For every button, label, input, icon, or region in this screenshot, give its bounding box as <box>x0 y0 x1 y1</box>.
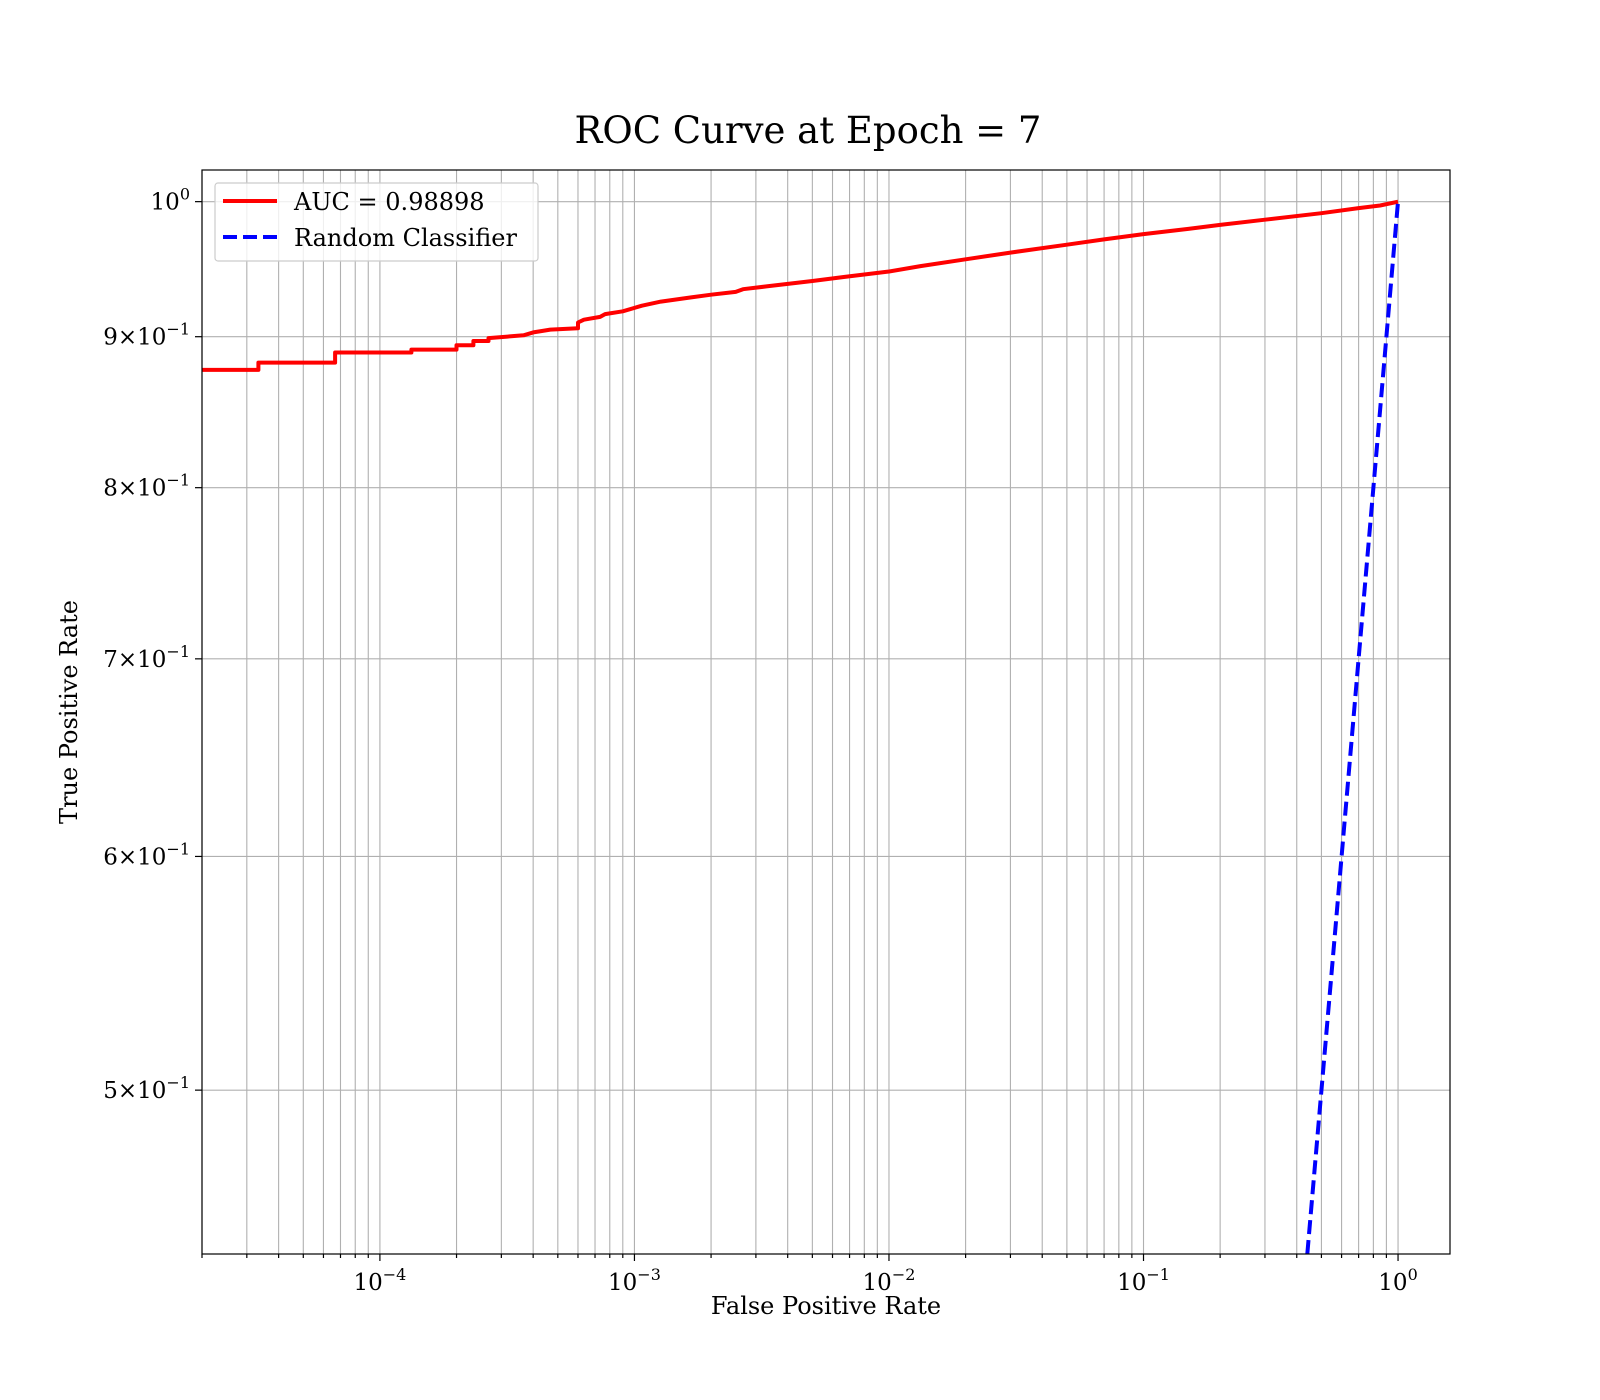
x-tick-label: 10−3 <box>608 1265 661 1296</box>
y-tick-label: 9×10−1 <box>103 320 190 351</box>
y-tick-label: 6×10−1 <box>103 839 190 870</box>
y-tick-label: 100 <box>151 185 190 216</box>
random-classifier-line <box>1305 201 1400 1254</box>
grid-layer <box>201 170 1450 1254</box>
roc-curve-line <box>202 199 1399 372</box>
legend-label-auc: AUC = 0.98898 <box>293 188 485 216</box>
x-axis: 10−4 10−3 10−2 10−1 100 <box>201 1254 1418 1296</box>
y-tick-label: 5×10−1 <box>103 1073 190 1104</box>
x-tick-label: 10−4 <box>353 1265 406 1296</box>
x-tick-label: 100 <box>1378 1265 1417 1296</box>
x-axis-label: False Positive Rate <box>711 1292 941 1320</box>
y-axis: 100 9×10−1 8×10−1 7×10−1 6×10−1 5×10−1 <box>103 185 202 1104</box>
y-tick-label: 7×10−1 <box>103 642 190 673</box>
plot-area <box>202 199 1400 1254</box>
legend: AUC = 0.98898 Random Classifier <box>214 182 539 262</box>
y-tick-label: 8×10−1 <box>103 471 190 502</box>
x-tick-label: 10−1 <box>1117 1265 1170 1296</box>
y-axis-label: True Positive Rate <box>55 600 83 824</box>
legend-box <box>214 182 539 262</box>
plot-frame <box>201 169 1451 1255</box>
x-tick-label: 10−2 <box>863 1265 916 1296</box>
legend-label-random: Random Classifier <box>294 224 517 252</box>
chart-title: ROC Curve at Epoch = 7 <box>575 109 1042 152</box>
